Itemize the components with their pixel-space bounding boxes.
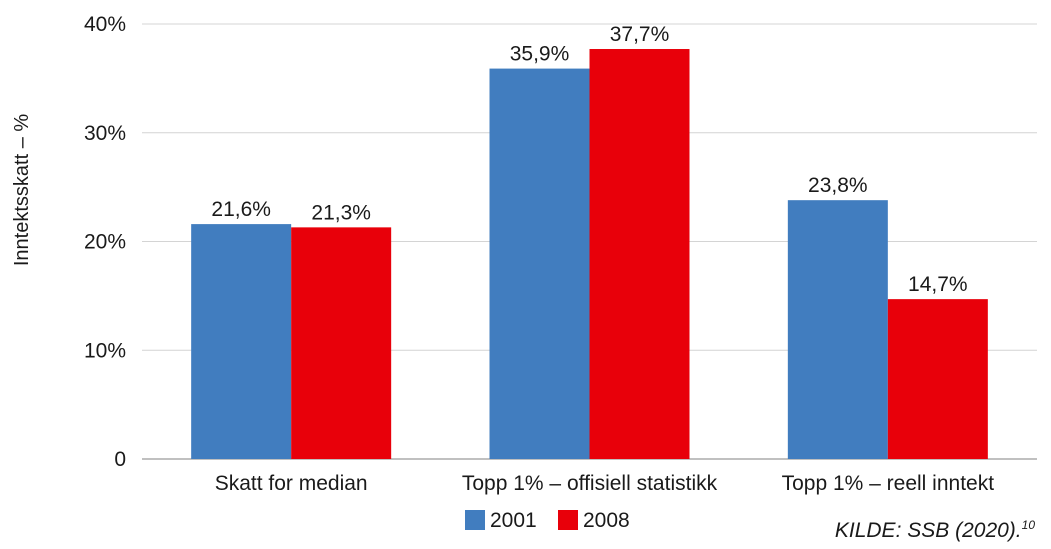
data-label-2001-2: 23,8% [808,174,868,197]
bar-2001-1 [489,68,590,460]
data-label-2001-0: 21,6% [211,198,271,221]
data-label-2008-1: 37,7% [610,23,670,46]
y-tick-label-0: 0 [114,448,126,471]
data-label-2001-1: 35,9% [510,43,570,66]
legend-label-2001: 2001 [490,509,537,532]
category-label-1: Topp 1% – offisiell statistikk [462,472,718,495]
data-labels: 21,6% 21,3% 35,9% 37,7% 23,8% 14,7% [211,23,967,296]
y-tick-label-3: 30% [84,122,126,145]
x-axis-categories: Skatt for median Topp 1% – offisiell stat… [215,472,995,495]
legend-swatch-2008 [558,510,578,530]
y-tick-label-4: 40% [84,13,126,36]
bar-2001-0 [191,224,292,459]
bar-2008-0 [291,227,392,459]
bar-2008-1 [589,49,690,459]
y-tick-label-1: 10% [84,339,126,362]
bar-2001-2 [787,200,888,460]
data-label-2008-2: 14,7% [908,273,968,296]
y-axis-ticks: 0 10% 20% 30% 40% [84,13,126,471]
data-label-2008-0: 21,3% [311,201,371,224]
legend-swatch-2001 [465,510,485,530]
bar-2008-2 [887,299,988,459]
source-text: KILDE: SSB (2020). [834,519,1022,542]
bars [191,49,988,460]
category-label-0: Skatt for median [215,472,368,495]
source-note: KILDE: SSB (2020).10 [835,518,1035,543]
legend: 2001 2008 [465,509,630,532]
category-label-2: Topp 1% – reell inntekt [782,472,995,495]
y-tick-label-2: 20% [84,231,126,254]
y-axis-label: Inntektsskatt – % [11,114,33,267]
legend-label-2008: 2008 [583,509,630,532]
source-footnote: 10 [1021,518,1035,532]
